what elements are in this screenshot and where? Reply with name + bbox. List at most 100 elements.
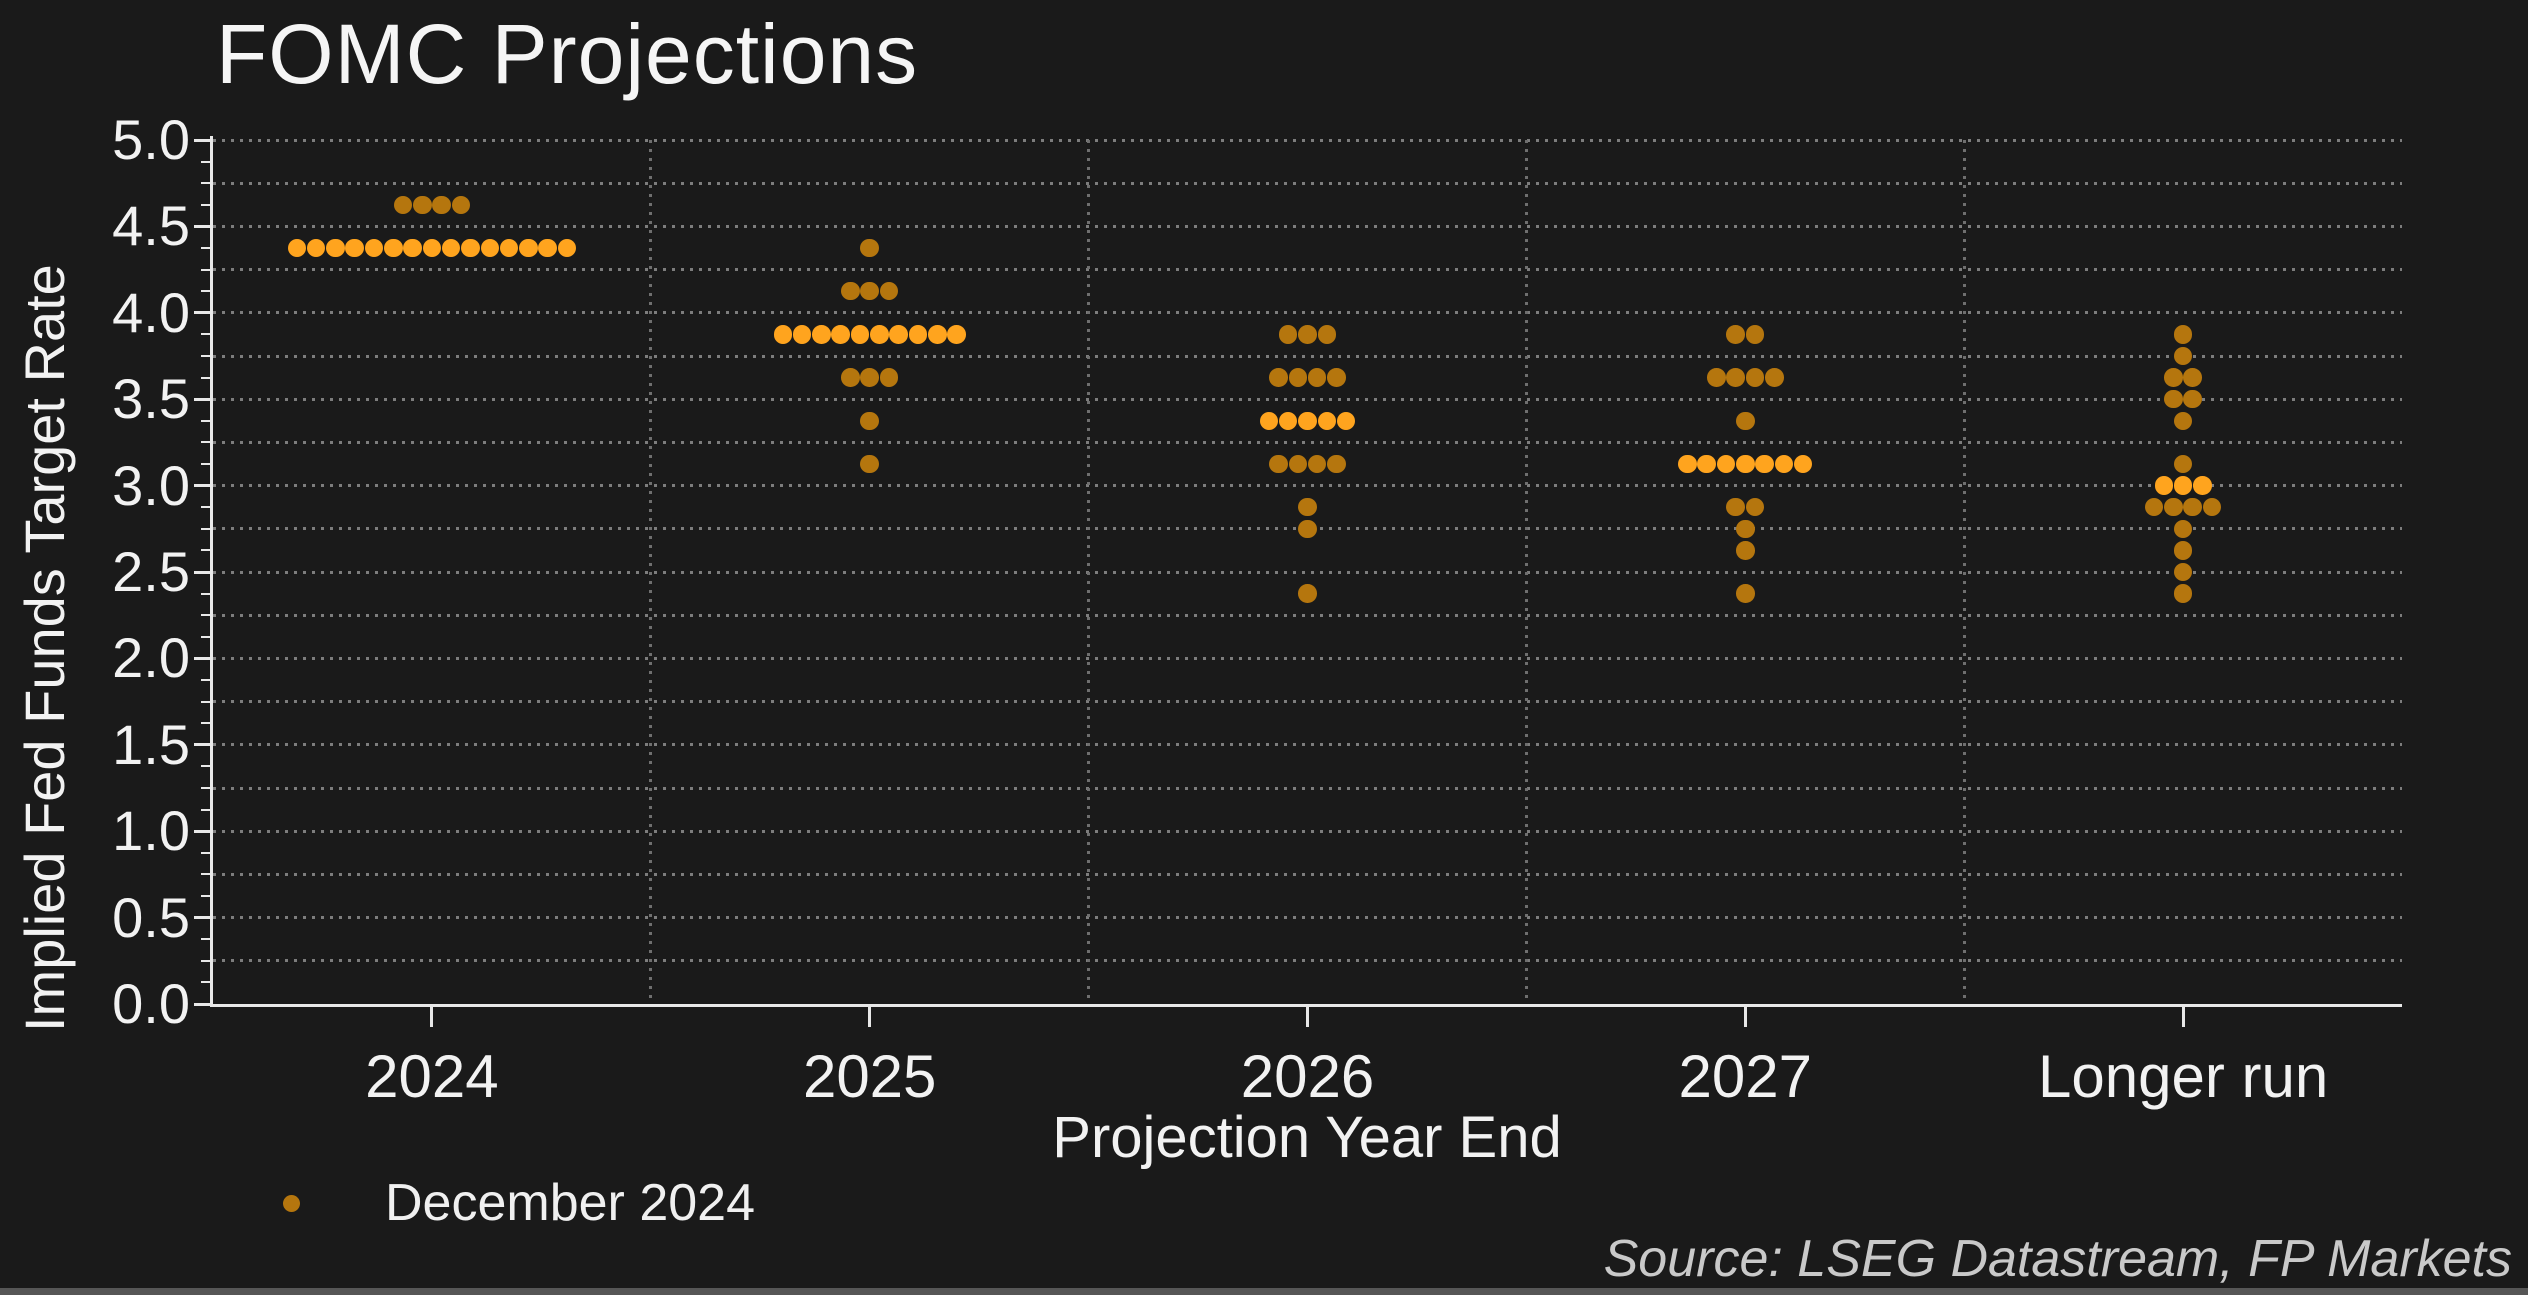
projection-dot (2183, 368, 2203, 387)
projection-dot (1278, 325, 1298, 344)
y-minor-tick (201, 506, 210, 509)
y-tick-label: 1.0 (112, 799, 190, 863)
projection-dot (773, 325, 793, 344)
x-tick (2181, 1007, 2185, 1027)
projection-dot (1288, 454, 1308, 474)
x-tick (1743, 1007, 1747, 1027)
projection-dot (480, 238, 500, 258)
h-gridline (213, 743, 2402, 747)
y-major-tick (194, 224, 210, 228)
projection-dot (2173, 541, 2193, 560)
projection-dot (2193, 476, 2212, 495)
projection-dot (2164, 389, 2183, 409)
projection-dot (860, 411, 879, 431)
projection-dot (1336, 411, 1356, 431)
chart-title: FOMC Projections (216, 7, 919, 101)
projection-dot (2173, 584, 2193, 603)
projection-dot (441, 238, 461, 258)
projection-dot (841, 368, 860, 387)
projection-dot (1726, 325, 1745, 344)
legend-marker-dot (283, 1195, 300, 1212)
v-gridline (649, 140, 653, 1004)
y-tick-label: 2.5 (112, 540, 190, 603)
projection-dot (1707, 368, 1726, 387)
projection-dot (889, 325, 908, 344)
x-tick (868, 1007, 872, 1027)
projection-dot (306, 238, 326, 258)
projection-dot (2183, 497, 2203, 517)
projection-dot (1716, 454, 1736, 474)
projection-dot (1317, 411, 1337, 431)
projection-dot (519, 238, 538, 258)
projection-dot (287, 238, 307, 258)
y-minor-tick (201, 873, 210, 876)
projection-dot (1745, 368, 1765, 387)
h-gridline (213, 656, 2402, 660)
projection-dot (1793, 454, 1813, 474)
h-gridline (213, 959, 2402, 963)
projection-dot (1307, 368, 1327, 387)
projection-dot (1697, 454, 1716, 474)
y-minor-tick (201, 938, 210, 941)
y-minor-tick (201, 160, 210, 163)
y-minor-tick (201, 441, 210, 444)
y-minor-tick (201, 182, 210, 185)
projection-dot (1745, 497, 1765, 517)
projection-dot (1298, 497, 1317, 517)
h-gridline (213, 700, 2402, 704)
projection-dot (947, 325, 966, 344)
y-minor-tick (201, 981, 210, 984)
projection-dot (1307, 454, 1327, 474)
y-minor-tick (201, 549, 210, 552)
h-gridline (213, 138, 2402, 142)
projection-dot (850, 325, 870, 344)
projection-dot (1327, 368, 1346, 387)
y-minor-tick (201, 614, 210, 617)
y-minor-tick (201, 700, 210, 703)
x-axis-line (210, 1004, 2402, 1007)
projection-dot (2173, 411, 2193, 431)
v-gridline (1962, 140, 1966, 1004)
y-minor-tick (201, 959, 210, 962)
x-tick (430, 1007, 434, 1027)
projection-dot (879, 281, 899, 301)
projection-dot (432, 195, 451, 215)
y-major-tick (194, 570, 210, 574)
projection-dot (1298, 325, 1317, 344)
h-gridline (213, 916, 2402, 920)
projection-dot (2173, 325, 2193, 344)
projection-dot (1764, 368, 1784, 387)
projection-dot (860, 281, 879, 301)
x-tick-label: 2027 (1678, 1043, 1813, 1110)
y-minor-tick (201, 765, 210, 768)
projection-dot (2164, 497, 2183, 517)
projection-dot (2173, 562, 2193, 582)
projection-dot (2173, 519, 2193, 539)
projection-dot (908, 325, 928, 344)
projection-dot (2183, 389, 2203, 409)
h-gridline (213, 786, 2402, 790)
h-gridline (213, 570, 2402, 574)
y-minor-tick (201, 376, 210, 379)
v-gridline (1524, 140, 1528, 1004)
y-major-tick (194, 484, 210, 488)
source-note: Source: LSEG Datastream, FP Markets (1603, 1230, 2512, 1288)
h-gridline (213, 268, 2402, 272)
y-tick-label: 2.0 (112, 626, 190, 690)
projection-dot (326, 238, 345, 258)
h-gridline (213, 397, 2402, 401)
window-bottom-edge (0, 1288, 2528, 1295)
projection-dot (2164, 368, 2183, 387)
projection-dot (2173, 454, 2193, 474)
y-minor-tick (201, 203, 210, 206)
v-gridline (1087, 140, 1091, 1004)
y-minor-tick (201, 635, 210, 638)
projection-dot (841, 281, 860, 301)
y-minor-tick (201, 722, 210, 725)
projection-dot (1298, 411, 1317, 431)
projection-dot (2144, 497, 2164, 517)
projection-dot (1317, 325, 1337, 344)
y-tick-label: 0.0 (112, 972, 190, 1035)
x-axis-label: Projection Year End (1052, 1105, 1562, 1170)
y-tick-label: 1.5 (112, 712, 190, 776)
